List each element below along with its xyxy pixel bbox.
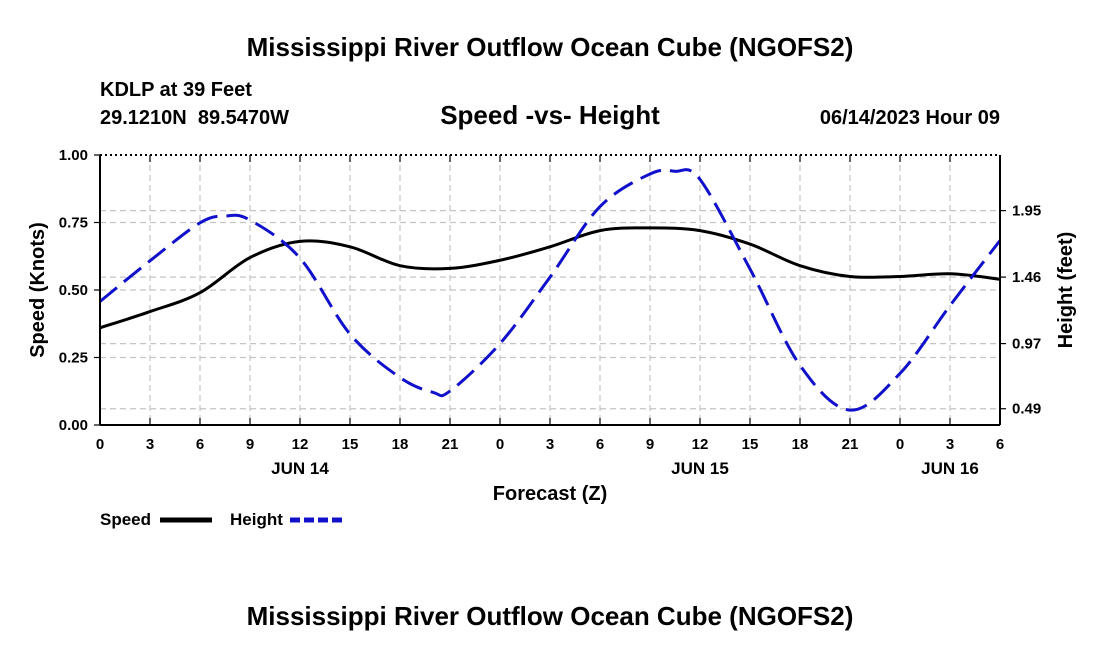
x-tick-label: 21	[842, 436, 859, 453]
y-left-tick-label: 0.00	[59, 417, 88, 434]
x-tick-label: 18	[392, 436, 409, 453]
series-line-speed	[99, 226, 1001, 330]
x-tick-label: 6	[996, 436, 1004, 453]
x-tick-label: 6	[596, 436, 604, 453]
x-tick-label: 12	[692, 436, 709, 453]
x-tick-label: 3	[946, 436, 954, 453]
y-left-tick-label: 0.75	[59, 215, 88, 232]
x-tick-label: 15	[342, 436, 359, 453]
x-tick-label: 21	[442, 436, 459, 453]
x-tick-label: 0	[96, 436, 104, 453]
y-left-tick-label: 0.25	[59, 350, 88, 367]
location-label: 29.1210N 89.5470W	[100, 107, 289, 129]
series-line-height	[99, 168, 1002, 412]
legend: Speed Height	[100, 510, 342, 529]
date-label: JUN 15	[671, 459, 729, 478]
y-axis-left-label: Speed (Knots)	[27, 222, 49, 358]
y-axis-right-label: Height (feet)	[1055, 232, 1077, 349]
x-tick-label: 3	[546, 436, 554, 453]
station-label: KDLP at 39 Feet	[100, 79, 252, 101]
x-tick-label: 0	[496, 436, 504, 453]
chart-subtitle: Speed -vs- Height	[440, 100, 660, 130]
legend-speed-label: Speed	[100, 510, 151, 529]
date-label: JUN 16	[921, 459, 979, 478]
plot-series	[99, 168, 1002, 412]
y-right-tick-label: 1.95	[1012, 203, 1041, 220]
y-left-tick-label: 0.50	[59, 282, 88, 299]
x-tick-label: 18	[792, 436, 809, 453]
chart-title: Mississippi River Outflow Ocean Cube (NG…	[247, 32, 854, 62]
x-axis-label: Forecast (Z)	[493, 483, 607, 505]
x-tick-label: 3	[146, 436, 154, 453]
y-right-tick-label: 1.46	[1012, 269, 1041, 286]
y-left-tick-label: 1.00	[59, 147, 88, 164]
x-tick-label: 6	[196, 436, 204, 453]
x-tick-label: 9	[246, 436, 254, 453]
x-tick-label: 12	[292, 436, 309, 453]
grid-lines	[100, 155, 1000, 425]
y-right-tick-label: 0.49	[1012, 401, 1041, 418]
x-tick-label: 15	[742, 436, 759, 453]
datetime-label: 06/14/2023 Hour 09	[820, 107, 1000, 129]
y-right-tick-label: 0.97	[1012, 336, 1041, 353]
x-tick-label: 9	[646, 436, 654, 453]
footer-title: Mississippi River Outflow Ocean Cube (NG…	[247, 601, 854, 631]
legend-height-label: Height	[230, 510, 283, 529]
axes: 0 3 6 9 12 15 18 21 0 3 6 9 12 15 18 21 0 3 6 JUN 14 JUN 15 J…	[59, 147, 1041, 478]
date-label: JUN 14	[271, 459, 329, 478]
x-tick-label: 0	[896, 436, 904, 453]
